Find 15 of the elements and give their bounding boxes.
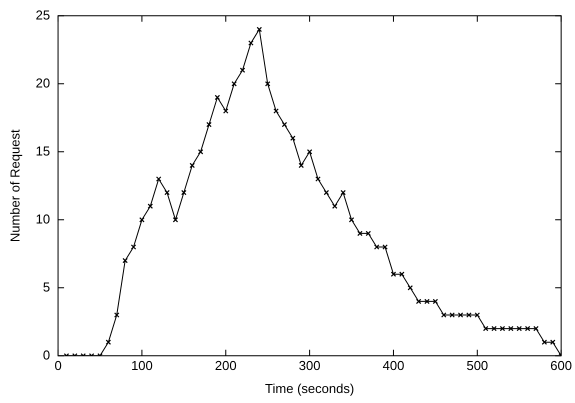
y-tick-label: 25	[36, 7, 50, 22]
x-tick-label: 300	[298, 358, 320, 374]
x-tick-label: 0	[54, 358, 62, 374]
y-tick-label: 0	[42, 347, 50, 362]
y-tick-label: 20	[36, 75, 50, 90]
y-tick-label: 15	[36, 143, 50, 158]
x-tick-label: 200	[214, 358, 237, 374]
y-tick-label: 5	[42, 279, 50, 294]
y-axis-title: Number of Request	[7, 129, 22, 242]
x-tick-label: 600	[550, 358, 572, 374]
x-tick-label: 400	[382, 358, 404, 374]
x-tick-label: 100	[131, 358, 153, 374]
x-axis-title: Time (seconds)	[265, 380, 354, 396]
y-tick-label: 10	[36, 211, 50, 226]
x-tick-label: 500	[466, 358, 488, 374]
